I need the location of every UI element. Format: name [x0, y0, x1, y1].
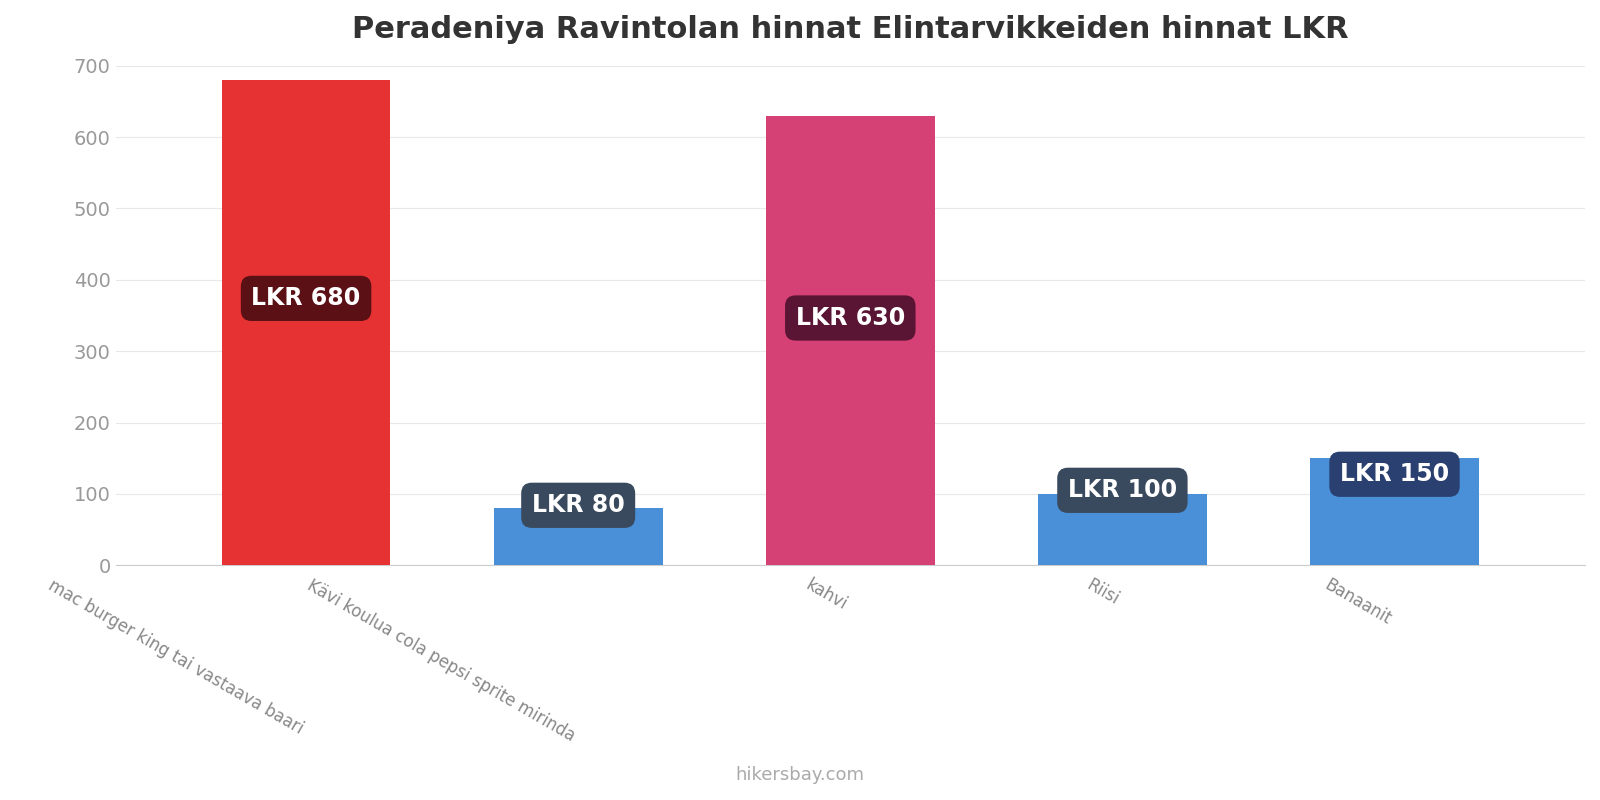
Text: LKR 80: LKR 80: [531, 494, 624, 518]
Bar: [1038, 494, 1206, 566]
Title: Peradeniya Ravintolan hinnat Elintarvikkeiden hinnat LKR: Peradeniya Ravintolan hinnat Elintarvikk…: [352, 15, 1349, 44]
Text: LKR 680: LKR 680: [251, 286, 360, 310]
Bar: [1310, 458, 1478, 566]
Text: LKR 100: LKR 100: [1067, 478, 1178, 502]
Bar: [222, 80, 390, 566]
Bar: [494, 508, 662, 566]
Text: LKR 150: LKR 150: [1339, 462, 1450, 486]
Bar: [766, 116, 934, 566]
Text: LKR 630: LKR 630: [795, 306, 906, 330]
Text: hikersbay.com: hikersbay.com: [736, 766, 864, 784]
